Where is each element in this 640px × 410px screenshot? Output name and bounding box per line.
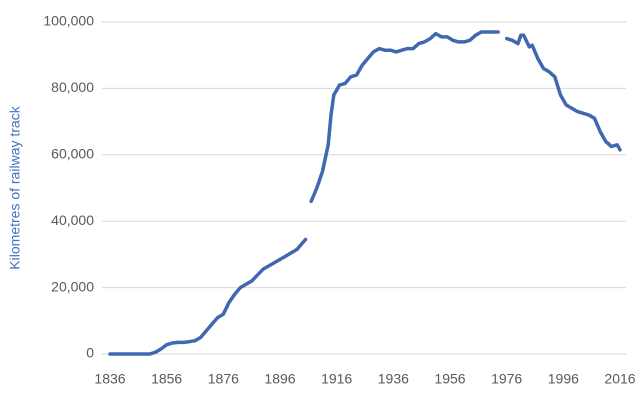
x-tick-label: 1856 (151, 371, 182, 387)
x-tick-label: 1936 (378, 371, 409, 387)
x-tick-label: 1836 (94, 371, 125, 387)
y-tick-label: 60,000 (51, 146, 94, 162)
y-axis-label: Kilometres of railway track (7, 105, 23, 269)
y-tick-label: 100,000 (43, 13, 94, 29)
x-tick-label: 1996 (548, 371, 579, 387)
y-tick-label: 20,000 (51, 278, 94, 294)
x-tick-label: 1956 (434, 371, 465, 387)
y-tick-label: 40,000 (51, 212, 94, 228)
y-tick-label: 0 (86, 345, 94, 361)
x-tick-label: 2016 (604, 371, 635, 387)
y-tick-label: 80,000 (51, 79, 94, 95)
x-tick-label: 1976 (491, 371, 522, 387)
x-tick-label: 1896 (264, 371, 295, 387)
x-tick-label: 1916 (321, 371, 352, 387)
x-tick-label: 1876 (208, 371, 239, 387)
data-line (108, 30, 622, 356)
